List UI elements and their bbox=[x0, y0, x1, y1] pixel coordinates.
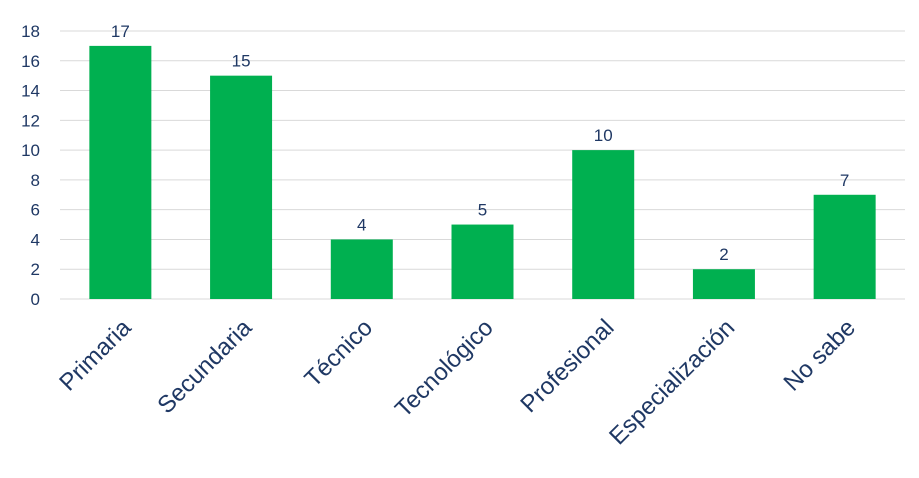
y-tick-label: 12 bbox=[21, 111, 40, 130]
y-tick-label: 6 bbox=[31, 201, 40, 220]
bar bbox=[572, 150, 635, 299]
y-tick-label: 4 bbox=[31, 230, 40, 249]
y-tick-label: 2 bbox=[31, 260, 40, 279]
x-category-label: Secundaria bbox=[152, 314, 257, 419]
bar bbox=[89, 45, 152, 300]
bar bbox=[813, 194, 876, 299]
x-category-label: Primaria bbox=[54, 314, 137, 397]
x-category-label: Especialización bbox=[604, 314, 740, 450]
data-label: 15 bbox=[232, 52, 251, 71]
data-label: 17 bbox=[111, 22, 130, 41]
gridlines bbox=[60, 30, 905, 300]
data-labels: 17 15 4 5 10 2 7 bbox=[111, 22, 849, 264]
y-axis: 0 2 4 6 8 10 12 14 16 18 bbox=[21, 22, 40, 309]
data-label: 2 bbox=[719, 245, 728, 264]
x-category-label: Tecnológico bbox=[390, 314, 499, 423]
bar bbox=[451, 224, 514, 299]
x-category-label: Profesional bbox=[515, 314, 619, 418]
y-tick-label: 16 bbox=[21, 52, 40, 71]
bars bbox=[89, 45, 876, 300]
y-tick-label: 10 bbox=[21, 141, 40, 160]
data-label: 7 bbox=[840, 171, 849, 190]
bar bbox=[692, 269, 755, 299]
x-axis: Primaria Secundaria Técnico Tecnológico Prof… bbox=[54, 314, 861, 451]
bar bbox=[210, 75, 273, 300]
y-tick-label: 18 bbox=[21, 22, 40, 41]
data-label: 5 bbox=[478, 201, 487, 220]
x-category-label: No sabe bbox=[779, 314, 861, 396]
y-tick-label: 0 bbox=[31, 290, 40, 309]
y-tick-label: 14 bbox=[21, 82, 40, 101]
x-category-label: Técnico bbox=[300, 314, 379, 393]
data-label: 10 bbox=[594, 126, 613, 145]
bar bbox=[330, 239, 393, 299]
data-label: 4 bbox=[357, 215, 366, 234]
y-tick-label: 8 bbox=[31, 171, 40, 190]
